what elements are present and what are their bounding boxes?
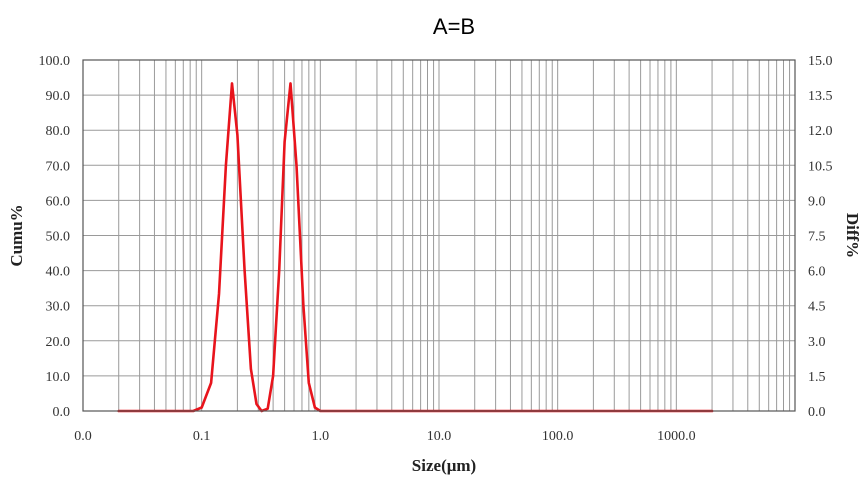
x-tick-label-5: 1000.0 — [657, 429, 696, 444]
y-left-tick-label-3: 30.0 — [46, 300, 71, 315]
series-line-0 — [117, 82, 714, 413]
y-right-axis-label: Diff% — [843, 213, 862, 258]
x-tick-label-0: 0.0 — [74, 429, 92, 444]
y-right-tick-label-1: 1.5 — [808, 370, 826, 385]
y-right-tick-label-8: 12.0 — [808, 124, 833, 139]
x-tick-label-3: 10.0 — [427, 429, 452, 444]
y-left-tick-label-8: 80.0 — [46, 124, 71, 139]
plot-frame — [82, 59, 796, 412]
y-right-tick-label-9: 13.5 — [808, 89, 833, 104]
y-left-tick-label-5: 50.0 — [46, 230, 71, 245]
x-axis-label: Size(μm) — [412, 456, 476, 475]
y-right-tick-label-2: 3.0 — [808, 335, 826, 350]
y-left-tick-label-4: 40.0 — [46, 265, 71, 280]
y-left-tick-label-6: 60.0 — [46, 194, 71, 209]
x-tick-label-1: 0.1 — [193, 429, 211, 444]
y-right-tick-label-7: 10.5 — [808, 159, 833, 174]
y-right-tick-label-6: 9.0 — [808, 194, 826, 209]
x-tick-label-4: 100.0 — [542, 429, 574, 444]
y-left-tick-label-7: 70.0 — [46, 159, 71, 174]
y-left-tick-label-10: 100.0 — [39, 54, 71, 69]
y-left-tick-label-9: 90.0 — [46, 89, 71, 104]
chart-title: A=B — [433, 14, 475, 39]
y-right-tick-label-4: 6.0 — [808, 265, 826, 280]
y-left-axis-label: Cumu% — [7, 204, 26, 266]
y-left-tick-label-2: 20.0 — [46, 335, 71, 350]
y-right-tick-label-10: 15.0 — [808, 54, 833, 69]
y-right-tick-label-3: 4.5 — [808, 300, 826, 315]
y-right-tick-label-0: 0.0 — [808, 405, 826, 420]
series-layer — [117, 82, 714, 413]
x-tick-label-2: 1.0 — [312, 429, 330, 444]
y-left-tick-label-1: 10.0 — [46, 370, 71, 385]
y-right-tick-label-5: 7.5 — [808, 230, 826, 245]
y-left-tick-label-0: 0.0 — [53, 405, 71, 420]
grid-layer — [83, 60, 795, 411]
ticks-layer: 0.0 10.0 20.0 30.0 40.0 50.0 60.0 70.0 80.0 90.0 1… — [39, 54, 833, 444]
